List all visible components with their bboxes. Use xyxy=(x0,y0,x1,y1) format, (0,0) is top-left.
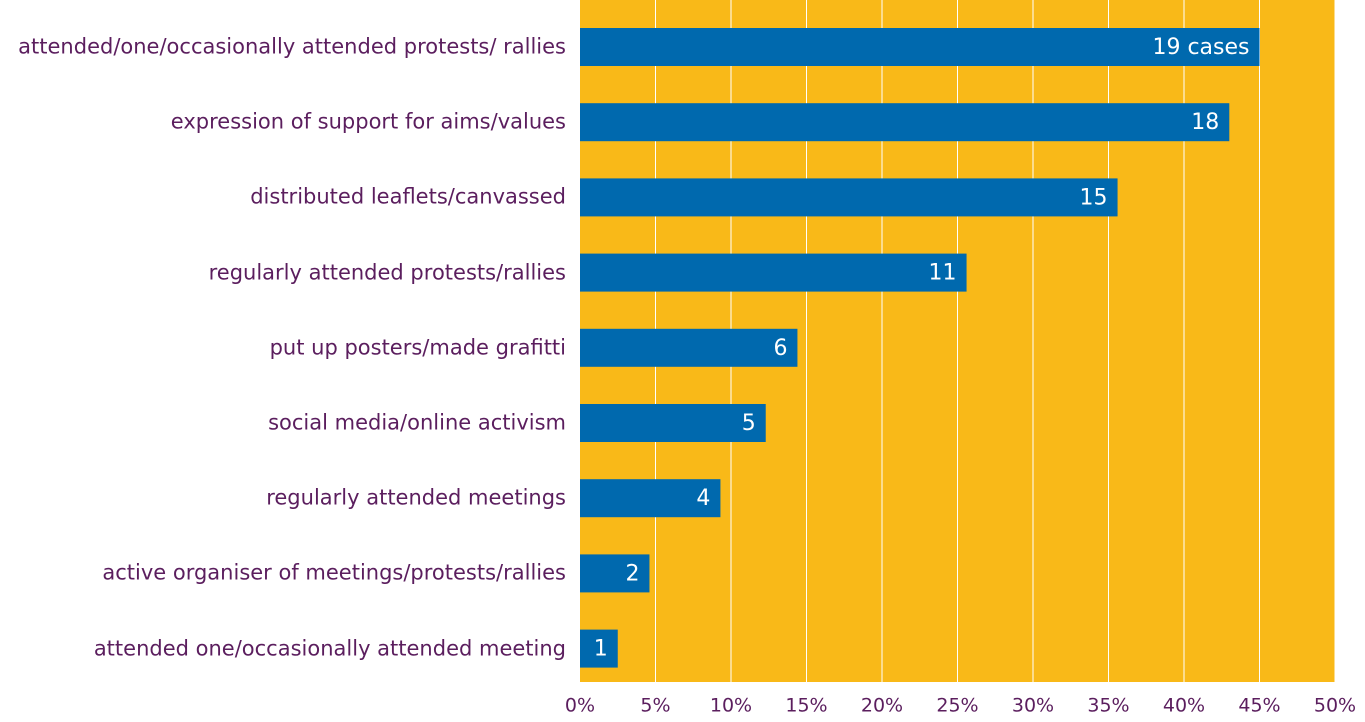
category-label: attended/one/occasionally attended prote… xyxy=(18,34,566,59)
bar xyxy=(580,629,618,668)
bar xyxy=(580,404,766,442)
category-label: regularly attended meetings xyxy=(266,485,566,510)
data-label: 4 xyxy=(696,486,710,511)
bar xyxy=(580,554,650,593)
x-tick-label: 45% xyxy=(1238,695,1280,717)
data-label: 5 xyxy=(742,411,756,436)
category-label: regularly attended protests/rallies xyxy=(208,260,566,285)
bar xyxy=(580,479,721,518)
data-label: 1 xyxy=(594,637,608,662)
data-label: 15 xyxy=(1080,185,1108,210)
x-tick-label: 10% xyxy=(710,695,752,717)
bar xyxy=(580,103,1230,142)
x-tick-label: 35% xyxy=(1087,695,1129,717)
x-tick-label: 40% xyxy=(1163,695,1205,717)
category-label: put up posters/made grafitti xyxy=(269,335,566,360)
category-label: distributed leaflets/canvassed xyxy=(250,184,566,209)
data-label: 19 cases xyxy=(1152,35,1249,60)
bar xyxy=(580,253,967,292)
category-label: social media/online activism xyxy=(268,410,566,435)
category-label: expression of support for aims/values xyxy=(170,109,566,134)
category-label: attended one/occasionally attended meeti… xyxy=(93,636,566,661)
x-tick-label: 25% xyxy=(936,695,978,717)
x-tick-label: 0% xyxy=(565,695,595,717)
x-tick-label: 30% xyxy=(1012,695,1054,717)
category-label: active organiser of meetings/protests/ra… xyxy=(102,560,566,585)
x-tick-label: 50% xyxy=(1314,695,1356,717)
bar xyxy=(580,28,1260,66)
data-label: 11 xyxy=(929,261,957,286)
bar xyxy=(580,178,1118,217)
data-label: 2 xyxy=(625,561,639,586)
data-label: 18 xyxy=(1191,110,1219,135)
x-tick-label: 15% xyxy=(785,695,827,717)
data-label: 6 xyxy=(773,336,787,361)
x-tick-label: 20% xyxy=(861,695,903,717)
x-tick-label: 5% xyxy=(640,695,670,717)
bar xyxy=(580,328,798,367)
